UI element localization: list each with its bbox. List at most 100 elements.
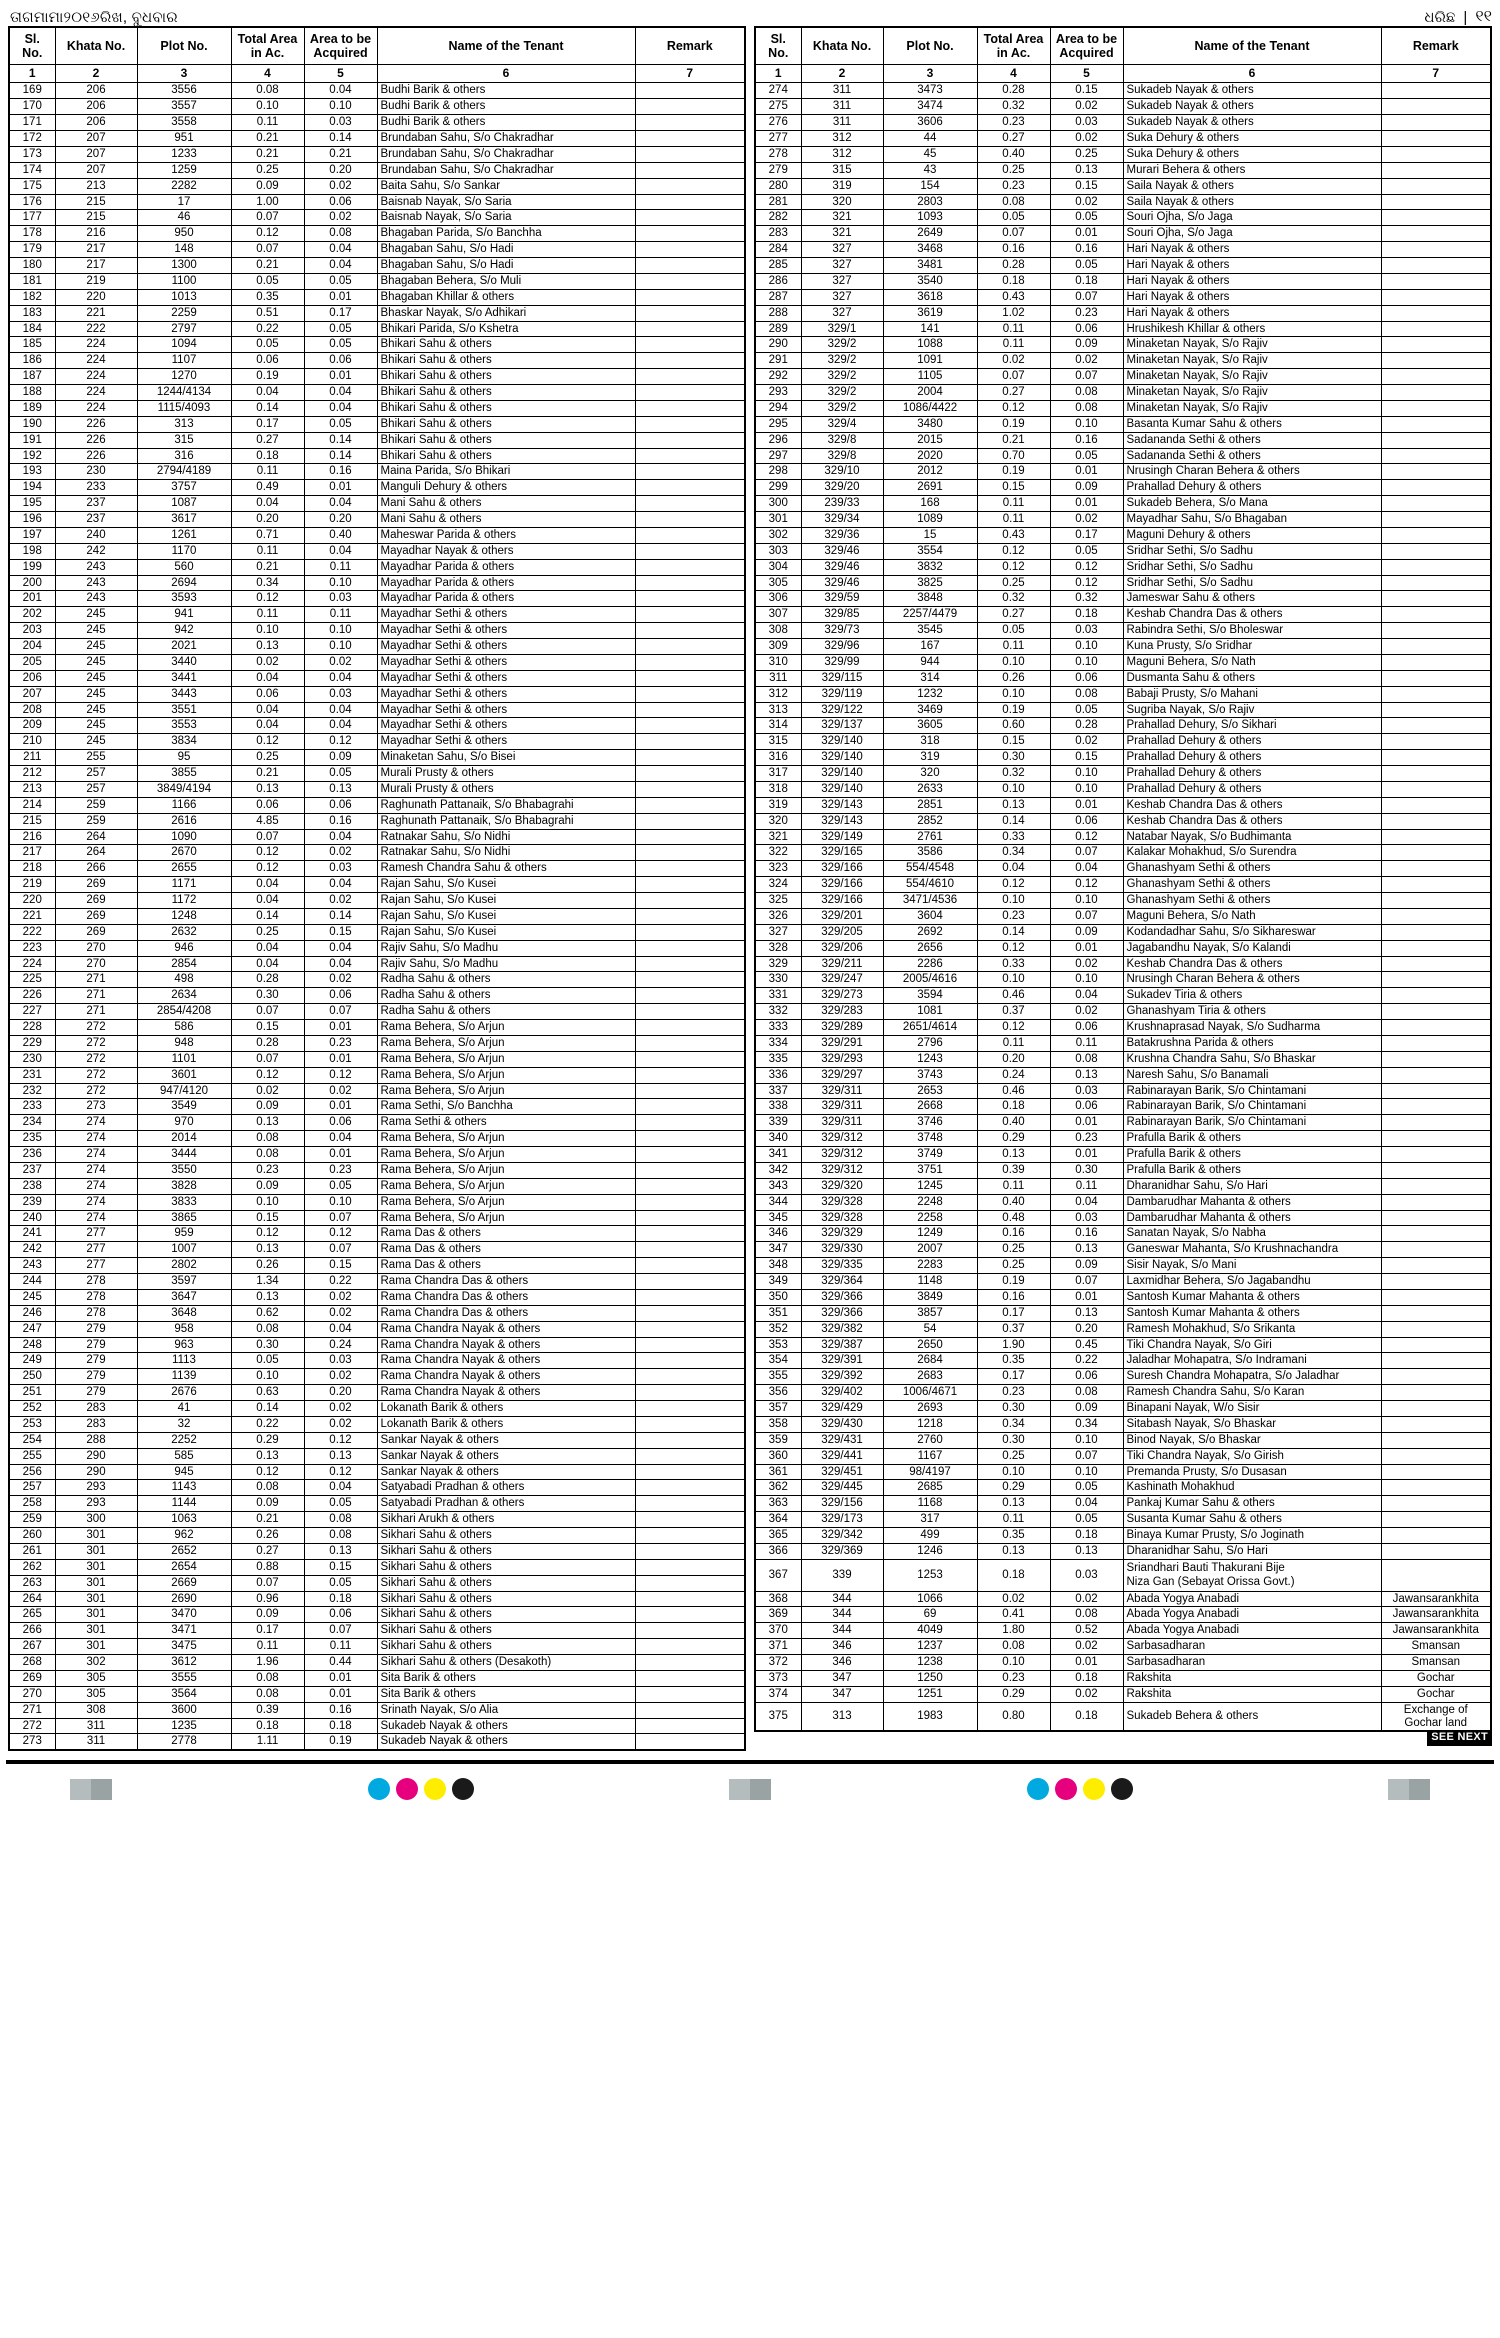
cell-khata-no: 233 [54, 479, 138, 497]
table-row: 305 329/46 3825 0.25 0.12 Sridhar Sethi, S/o … [754, 574, 1492, 592]
cell-total-area: 0.20 [230, 511, 305, 528]
cell-plot-no: 3553 [136, 717, 232, 735]
running-head-separator: | [1463, 9, 1468, 26]
cell-total-area: 1.34 [230, 1273, 305, 1290]
cell-sl-no: 344 [754, 1193, 802, 1211]
table-row: 207 245 3443 0.06 0.03 Mayadhar Sethi & other… [8, 685, 746, 703]
cell-name-of-tenant: Rama Behera, S/o Arjun [376, 1161, 636, 1179]
cell-name-of-tenant: Mayadhar Sethi & others [376, 653, 636, 671]
cell-khata-no: 329/201 [800, 907, 884, 925]
cell-plot-no: 141 [882, 320, 978, 338]
cell-remark [1380, 1003, 1492, 1021]
cell-total-area: 0.11 [976, 638, 1051, 655]
header-row: Sl. No. Khata No. Plot No. Total Area in… [754, 26, 1492, 65]
table-row: 214 259 1166 0.06 0.06 Raghunath Pattanaik, S… [8, 796, 746, 814]
cell-khata-no: 329/431 [800, 1431, 884, 1449]
cell-total-area: 0.11 [976, 1511, 1051, 1529]
cell-khata-no: 329/8 [800, 447, 884, 465]
cell-total-area: 4.85 [230, 812, 305, 830]
cell-plot-no: 1218 [882, 1415, 978, 1433]
cell-area-acquired: 0.01 [1049, 1146, 1124, 1163]
table-row: 212 257 3855 0.21 0.05 Murali Prusty & others [8, 765, 746, 782]
cell-area-acquired: 0.02 [1049, 955, 1124, 973]
cell-name-of-tenant: Hari Nayak & others [1122, 257, 1382, 274]
cell-total-area: 0.19 [976, 415, 1051, 433]
cell-sl-no: 345 [754, 1209, 802, 1227]
cell-plot-no: 958 [136, 1320, 232, 1338]
cell-total-area: 0.08 [230, 82, 305, 100]
cell-sl-no: 295 [754, 415, 802, 433]
cell-area-acquired: 0.16 [1049, 241, 1124, 259]
cell-sl-no: 264 [8, 1590, 56, 1608]
cell-remark [1380, 1384, 1492, 1402]
cell-khata-no: 278 [54, 1273, 138, 1290]
cell-khata-no: 257 [54, 780, 138, 798]
cell-area-acquired: 0.07 [1049, 844, 1124, 862]
cell-remark [1380, 717, 1492, 735]
cell-sl-no: 297 [754, 447, 802, 465]
cell-total-area: 0.22 [230, 320, 305, 338]
colnum-5: 5 [303, 63, 378, 84]
cell-sl-no: 236 [8, 1146, 56, 1163]
cell-remark [634, 971, 746, 989]
cell-name-of-tenant: Sankar Nayak & others [376, 1463, 636, 1481]
cell-area-acquired: 0.02 [1049, 733, 1124, 751]
cell-sl-no: 283 [754, 225, 802, 243]
cell-khata-no: 274 [54, 1193, 138, 1211]
table-row: 177 215 46 0.07 0.02 Baisnab Nayak, S/o Saria [8, 209, 746, 227]
cell-sl-no: 368 [754, 1590, 802, 1608]
cell-remark [1380, 1241, 1492, 1259]
cell-khata-no: 329/328 [800, 1209, 884, 1227]
cell-name-of-tenant: Souri Ojha, S/o Jaga [1122, 225, 1382, 243]
cell-plot-no: 2668 [882, 1098, 978, 1116]
cell-sl-no: 290 [754, 336, 802, 354]
table-row: 329 329/211 2286 0.33 0.02 Keshab Chandra Das… [754, 955, 1492, 973]
cell-sl-no: 212 [8, 765, 56, 782]
cell-area-acquired: 0.04 [303, 1320, 378, 1338]
table-row: 273 311 2778 1.11 0.19 Sukadeb Nayak & others [8, 1733, 746, 1751]
cell-sl-no: 366 [754, 1542, 802, 1560]
cell-remark [1380, 257, 1492, 274]
cell-sl-no: 213 [8, 780, 56, 798]
cell-name-of-tenant: Baisnab Nayak, S/o Saria [376, 209, 636, 227]
cell-name-of-tenant: Satyabadi Pradhan & others [376, 1495, 636, 1513]
cell-total-area: 0.16 [976, 241, 1051, 259]
cell-plot-no: 1166 [136, 796, 232, 814]
cell-area-acquired: 0.07 [1049, 288, 1124, 306]
cell-name-of-tenant: Murali Prusty & others [376, 780, 636, 798]
cell-area-acquired: 0.13 [303, 780, 378, 798]
cell-plot-no: 3471/4536 [882, 892, 978, 909]
cell-name-of-tenant: Keshab Chandra Das & others [1122, 955, 1382, 973]
cell-plot-no: 69 [882, 1606, 978, 1624]
cell-plot-no: 2651/4614 [882, 1019, 978, 1036]
cell-remark [634, 82, 746, 100]
cell-area-acquired: 0.06 [303, 1114, 378, 1132]
cell-khata-no: 329/297 [800, 1066, 884, 1084]
cell-sl-no: 255 [8, 1447, 56, 1465]
cell-name-of-tenant: Bhikari Sahu & others [376, 399, 636, 417]
table-row: 252 283 41 0.14 0.02 Lokanath Barik & others [8, 1400, 746, 1417]
table-row: 345 329/328 2258 0.48 0.03 Dambarudhar Mahant… [754, 1209, 1492, 1227]
cell-remark [1380, 1320, 1492, 1338]
cell-total-area: 0.05 [976, 622, 1051, 640]
cell-name-of-tenant: Satyabadi Pradhan & others [376, 1479, 636, 1497]
cell-plot-no: 2005/4616 [882, 971, 978, 989]
cell-remark [634, 1320, 746, 1338]
cell-sl-no: 299 [754, 479, 802, 497]
cell-sl-no: 259 [8, 1511, 56, 1529]
cell-plot-no: 1248 [136, 907, 232, 925]
cell-remark [1380, 1400, 1492, 1417]
cell-area-acquired: 0.08 [303, 225, 378, 243]
cell-remark [1380, 431, 1492, 449]
cell-remark [1380, 1034, 1492, 1052]
cell-total-area: 0.23 [976, 177, 1051, 195]
cell-plot-no: 2692 [882, 923, 978, 941]
table-row: 316 329/140 319 0.30 0.15 Prahallad Dehury & … [754, 749, 1492, 767]
cell-name-of-tenant: Babaji Prusty, S/o Mahani [1122, 685, 1382, 703]
cell-khata-no: 245 [54, 717, 138, 735]
cell-khata-no: 272 [54, 1066, 138, 1084]
cell-name-of-tenant: Budhi Barik & others [376, 82, 636, 100]
cell-plot-no: 2854 [136, 955, 232, 973]
cell-name-of-tenant: Rama Behera, S/o Arjun [376, 1034, 636, 1052]
cell-remark [634, 1495, 746, 1513]
